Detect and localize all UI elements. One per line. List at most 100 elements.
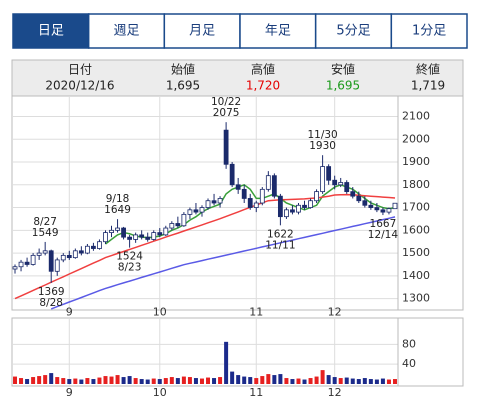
candle-body xyxy=(72,250,78,259)
quote-header xyxy=(11,59,464,97)
tab-label[interactable]: 5分足 xyxy=(336,24,370,39)
annotation-date: 8/28 xyxy=(39,297,63,309)
volume-bar xyxy=(121,377,126,384)
volume-panel xyxy=(11,317,464,387)
volume-bar xyxy=(127,376,132,384)
volume-bar xyxy=(103,376,108,384)
volume-bar xyxy=(55,377,60,384)
tab-label[interactable]: 月足 xyxy=(189,24,215,39)
candle-body xyxy=(211,200,217,204)
candle-body xyxy=(386,208,392,213)
quote-value: 1,695 xyxy=(326,79,360,93)
candle-body xyxy=(296,204,301,213)
candle-body xyxy=(302,204,307,208)
volume-bar xyxy=(115,375,120,384)
volume-bar xyxy=(49,373,54,384)
candle-body xyxy=(247,198,253,208)
candle-body xyxy=(253,202,259,208)
volume-bar xyxy=(338,378,343,384)
y-tick-label: 1700 xyxy=(402,201,430,214)
volume-bar xyxy=(386,379,391,384)
candle-body xyxy=(163,227,169,236)
candle-body xyxy=(97,241,102,249)
volume-bar xyxy=(67,379,72,384)
volume-bar xyxy=(380,378,385,384)
annotation-date: 9/18 xyxy=(106,193,130,205)
volume-bar xyxy=(350,378,355,384)
volume-bar xyxy=(13,376,18,384)
candle-body xyxy=(24,261,30,265)
volume-bar xyxy=(157,379,162,384)
quote-value: 2020/12/16 xyxy=(45,79,114,93)
tab[interactable] xyxy=(390,13,468,49)
candle-body xyxy=(84,245,90,254)
tab[interactable] xyxy=(163,13,241,49)
candle-body xyxy=(139,234,145,238)
candle-body xyxy=(54,259,60,272)
tab[interactable] xyxy=(87,13,166,49)
volume-bar xyxy=(272,375,277,384)
volume-bar xyxy=(326,375,331,384)
annotation-value: 1549 xyxy=(32,227,59,239)
annotation-value: 2075 xyxy=(213,107,240,119)
candle-body xyxy=(265,175,271,190)
volume-bar xyxy=(212,378,217,384)
volume-bar xyxy=(79,379,84,384)
volume-bar xyxy=(278,374,283,384)
candle-body xyxy=(326,166,332,181)
volume-bar xyxy=(356,379,361,384)
tab[interactable] xyxy=(12,13,90,49)
candle-body xyxy=(193,209,199,213)
volume-bar xyxy=(43,375,48,384)
volume-bar xyxy=(175,378,180,384)
candle-body xyxy=(368,204,374,208)
candle-body xyxy=(223,129,229,165)
volume-bar xyxy=(260,376,265,384)
annotation-value: 1667 xyxy=(370,218,397,230)
tab-label[interactable]: 1分足 xyxy=(412,24,446,39)
candle-body xyxy=(277,195,283,218)
tab-label[interactable]: 日足 xyxy=(38,24,64,39)
volume-bar xyxy=(61,378,66,384)
volume-bar xyxy=(163,378,168,384)
candle-body xyxy=(356,195,362,202)
candle-body xyxy=(12,266,18,270)
tab[interactable] xyxy=(314,13,393,49)
candle-body xyxy=(36,252,42,256)
x-tick-label: 12 xyxy=(328,306,342,319)
volume-bar xyxy=(248,377,253,384)
volume-bar xyxy=(19,378,24,384)
candle-body xyxy=(115,227,120,231)
volume-bar xyxy=(254,378,259,384)
y-tick-label: 2100 xyxy=(402,109,430,122)
volume-bar xyxy=(193,378,198,384)
candle-body xyxy=(235,184,241,190)
annotation-date: 11/30 xyxy=(307,129,337,141)
annotation-date: 11/11 xyxy=(265,239,295,251)
annotation-value: 1524 xyxy=(116,251,143,263)
quote-label: 終値 xyxy=(416,62,440,77)
x-tick-label: 11 xyxy=(249,386,263,399)
volume-bar xyxy=(97,377,102,384)
candle-body xyxy=(338,182,344,186)
candle-body xyxy=(392,202,398,210)
quote-value: 1,695 xyxy=(166,79,200,93)
volume-bar xyxy=(139,379,144,384)
candle-body xyxy=(175,223,181,227)
volume-bar xyxy=(266,374,271,384)
candle-body xyxy=(362,200,368,206)
volume-bar xyxy=(302,379,307,384)
candle-body xyxy=(109,229,114,233)
y-tick-label: 1400 xyxy=(402,269,430,282)
tab-label[interactable]: 週足 xyxy=(113,24,139,39)
volume-bar xyxy=(181,376,186,384)
tab-label[interactable]: 年足 xyxy=(265,24,291,39)
x-tick-label: 11 xyxy=(249,306,263,319)
volume-bar xyxy=(344,377,349,384)
quote-label: 高値 xyxy=(251,62,275,77)
volume-bar xyxy=(199,378,204,384)
candle-body xyxy=(314,191,319,202)
volume-bar xyxy=(374,379,379,384)
candle-body xyxy=(169,223,175,229)
x-tick-label: 12 xyxy=(328,386,342,399)
